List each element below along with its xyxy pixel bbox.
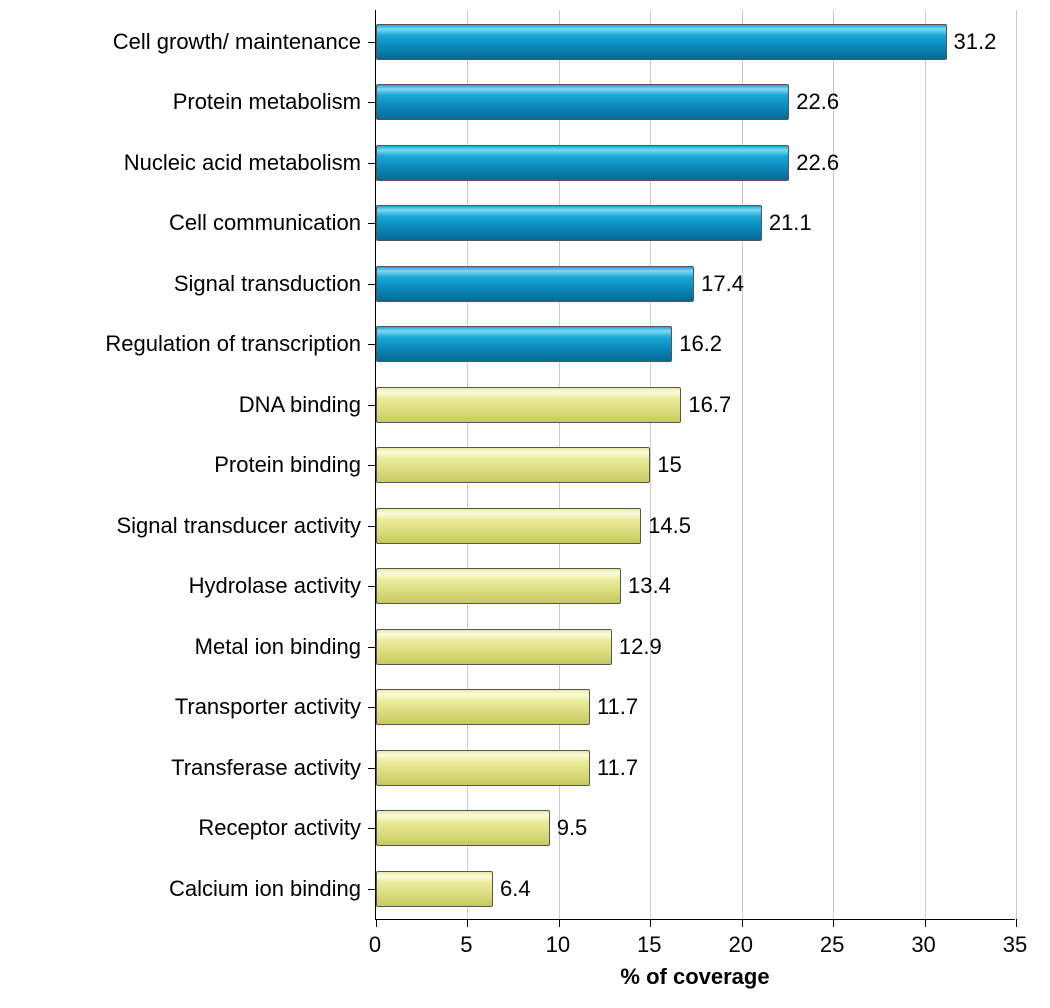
value-label: 11.7 — [597, 694, 638, 720]
value-label: 22.6 — [796, 89, 839, 115]
category-label: Cell communication — [169, 210, 361, 236]
y-tick — [368, 768, 376, 769]
x-tick — [1016, 919, 1017, 927]
x-tick-label: 15 — [637, 932, 661, 958]
y-tick — [368, 586, 376, 587]
value-label: 22.6 — [796, 150, 839, 176]
bar — [376, 810, 550, 846]
value-label: 17.4 — [701, 271, 744, 297]
gridline — [925, 10, 926, 919]
value-label: 15 — [657, 452, 681, 478]
category-label: Receptor activity — [198, 815, 361, 841]
category-label: Cell growth/ maintenance — [113, 29, 361, 55]
category-label: DNA binding — [239, 392, 361, 418]
bar — [376, 145, 789, 181]
category-label: Metal ion binding — [195, 634, 361, 660]
bar — [376, 24, 947, 60]
bar — [376, 266, 694, 302]
y-tick — [368, 284, 376, 285]
category-label: Signal transducer activity — [116, 513, 361, 539]
bar — [376, 387, 681, 423]
y-tick — [368, 405, 376, 406]
x-tick-label: 0 — [369, 932, 381, 958]
y-tick — [368, 102, 376, 103]
y-tick — [368, 163, 376, 164]
category-label: Calcium ion binding — [169, 876, 361, 902]
y-tick — [368, 647, 376, 648]
value-label: 21.1 — [769, 210, 812, 236]
x-tick-label: 30 — [911, 932, 935, 958]
bar — [376, 689, 590, 725]
bar — [376, 750, 590, 786]
category-label: Protein metabolism — [173, 89, 361, 115]
x-tick — [742, 919, 743, 927]
value-label: 6.4 — [500, 876, 531, 902]
x-tick — [559, 919, 560, 927]
y-tick — [368, 42, 376, 43]
category-label: Transporter activity — [175, 694, 361, 720]
bar — [376, 326, 672, 362]
bar — [376, 629, 612, 665]
bar — [376, 568, 621, 604]
y-tick — [368, 707, 376, 708]
bar — [376, 84, 789, 120]
y-tick — [368, 223, 376, 224]
value-label: 31.2 — [954, 29, 997, 55]
y-tick — [368, 344, 376, 345]
category-label: Signal transduction — [174, 271, 361, 297]
x-tick — [650, 919, 651, 927]
bar — [376, 205, 762, 241]
value-label: 13.4 — [628, 573, 671, 599]
y-tick — [368, 828, 376, 829]
value-label: 11.7 — [597, 755, 638, 781]
plot-area — [375, 10, 1015, 920]
x-tick-label: 5 — [460, 932, 472, 958]
y-tick — [368, 465, 376, 466]
category-label: Hydrolase activity — [189, 573, 361, 599]
category-label: Protein binding — [214, 452, 361, 478]
x-tick-label: 35 — [1003, 932, 1027, 958]
value-label: 16.7 — [688, 392, 731, 418]
bar — [376, 871, 493, 907]
x-tick-label: 20 — [728, 932, 752, 958]
gridline — [833, 10, 834, 919]
value-label: 9.5 — [557, 815, 588, 841]
value-label: 14.5 — [648, 513, 691, 539]
bar — [376, 508, 641, 544]
y-tick — [368, 889, 376, 890]
value-label: 16.2 — [679, 331, 722, 357]
category-label: Regulation of transcription — [105, 331, 361, 357]
category-label: Nucleic acid metabolism — [124, 150, 361, 176]
x-tick-label: 10 — [546, 932, 570, 958]
horizontal-bar-chart: 0 5 10 15 20 25 30 35 Cell growth/ maintenance 31… — [0, 0, 1050, 1008]
x-tick — [376, 919, 377, 927]
y-tick — [368, 526, 376, 527]
x-tick — [925, 919, 926, 927]
value-label: 12.9 — [619, 634, 662, 660]
x-tick-label: 25 — [820, 932, 844, 958]
gridline — [1016, 10, 1017, 919]
bar — [376, 447, 650, 483]
category-label: Transferase activity — [171, 755, 361, 781]
x-axis-title: % of coverage — [620, 964, 769, 990]
x-tick — [833, 919, 834, 927]
x-tick — [467, 919, 468, 927]
